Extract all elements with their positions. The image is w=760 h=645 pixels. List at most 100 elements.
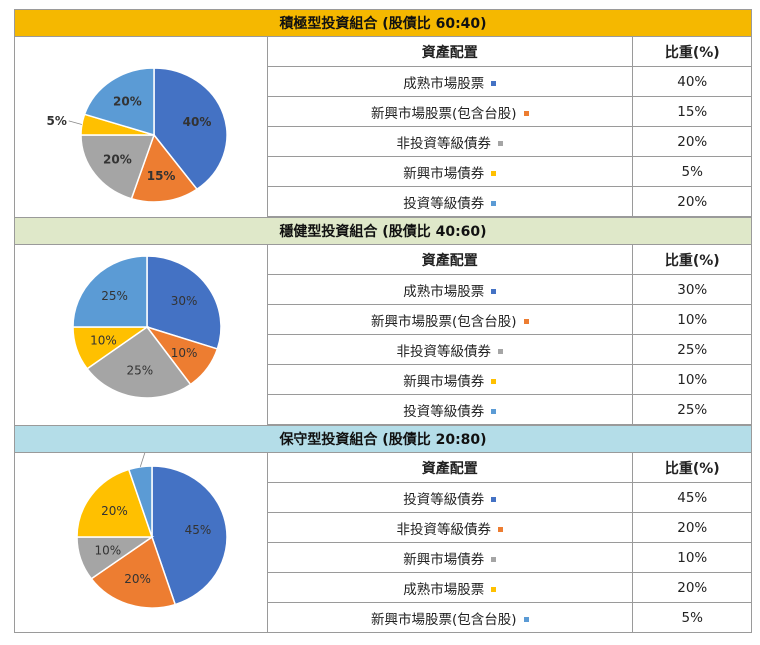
pie-slice: [83, 67, 155, 137]
portfolio-conservative: 保守型投資組合 (股債比 20:80) 45%20%10%20%5% 資產配置 …: [14, 425, 752, 633]
portfolio-balanced: 穩健型投資組合 (股債比 40:60) 30% 10% 25% 10% 25% 資產配置…: [14, 217, 752, 425]
table-header-row: 資產配置 比重(%): [268, 245, 752, 276]
asset-weight: 20%: [631, 512, 752, 544]
legend-swatch: [523, 111, 529, 117]
table-row: 成熟市場股票 40%: [268, 66, 752, 98]
table-row: 非投資等級債券 20%: [268, 126, 752, 158]
pie-data-label: 15%: [147, 169, 176, 183]
asset-name: 非投資等級債券: [396, 135, 492, 152]
asset-name: 新興市場債券: [403, 373, 485, 390]
asset-name: 新興市場債券: [403, 551, 485, 568]
leader-line: [68, 120, 83, 125]
leader-line: [139, 453, 146, 468]
asset-header: 資產配置: [268, 453, 632, 484]
asset-name: 投資等級債券: [403, 195, 485, 212]
asset-weight: 20%: [631, 126, 752, 158]
pie-data-label: 10%: [94, 544, 121, 558]
pie-slice: [146, 255, 222, 350]
allocation-table: 資產配置 比重(%) 成熟市場股票 30% 新興市場股票(包含台股) 10% 非投資…: [268, 245, 752, 425]
pie-chart-cell: 30% 10% 25% 10% 25%: [15, 245, 268, 425]
table-row: 新興市場股票(包含台股) 15%: [268, 96, 752, 128]
asset-weight: 10%: [631, 304, 752, 336]
asset-weight: 25%: [631, 394, 752, 425]
pie-data-label: 10%: [90, 334, 117, 348]
pie-data-label: 20%: [113, 94, 142, 108]
asset-weight: 45%: [631, 482, 752, 514]
portfolio-aggressive: 積極型投資組合 (股債比 60:40) 40% 15% 20% 5% 20% 資產配置 …: [14, 9, 752, 217]
portfolio-title: 保守型投資組合 (股債比 20:80): [14, 425, 752, 453]
pie-data-label: 25%: [126, 364, 153, 378]
legend-swatch: [491, 379, 497, 385]
weight-header: 比重(%): [631, 245, 752, 276]
legend-swatch: [498, 527, 503, 533]
legend-swatch: [491, 171, 497, 177]
table-row: 非投資等級債券 20%: [268, 512, 752, 544]
pie-data-label: 5%: [47, 114, 67, 128]
table-row: 新興市場債券 10%: [268, 542, 752, 574]
pie-slice: [90, 535, 177, 609]
table-row: 非投資等級債券 25%: [268, 334, 752, 366]
asset-name: 新興市場股票(包含台股): [370, 313, 517, 330]
pie-data-label: 20%: [124, 572, 151, 586]
legend-swatch: [491, 81, 497, 87]
legend-swatch: [498, 141, 503, 147]
legend-swatch: [523, 617, 529, 623]
legend-swatch: [498, 349, 503, 355]
legend-swatch: [491, 587, 497, 593]
asset-weight: 20%: [631, 572, 752, 604]
legend-swatch: [491, 497, 497, 503]
pie-slice: [130, 133, 199, 203]
asset-weight: 10%: [631, 364, 752, 396]
pie-slice: [76, 468, 154, 538]
table-row: 新興市場股票(包含台股) 10%: [268, 304, 752, 336]
weight-header: 比重(%): [631, 453, 752, 484]
table-row: 新興市場債券 10%: [268, 364, 752, 396]
pie-data-label: 20%: [103, 152, 132, 166]
portfolio-title: 積極型投資組合 (股債比 60:40): [14, 9, 752, 37]
asset-weight: 5%: [631, 602, 752, 633]
asset-header: 資產配置: [268, 245, 632, 276]
legend-swatch: [491, 557, 497, 563]
table-row: 投資等級債券 20%: [268, 186, 752, 217]
legend-swatch: [491, 289, 497, 295]
asset-weight: 30%: [631, 274, 752, 306]
pie-slice: [151, 465, 228, 606]
table-header-row: 資產配置 比重(%): [268, 453, 752, 484]
pie-slice: [86, 325, 192, 399]
pie-data-label: 45%: [185, 523, 212, 537]
pie-data-label: 30%: [171, 294, 198, 308]
pie-chart-cell: 45%20%10%20%5%: [15, 453, 268, 633]
pie-chart: 45%20%10%20%5%: [76, 453, 228, 609]
asset-name: 投資等級債券: [403, 491, 485, 508]
pie-slice: [80, 134, 156, 200]
asset-name: 成熟市場股票: [403, 581, 485, 598]
asset-weight: 15%: [631, 96, 752, 128]
allocation-table: 資產配置 比重(%) 成熟市場股票 40% 新興市場股票(包含台股) 15% 非投資…: [268, 37, 752, 217]
asset-weight: 25%: [631, 334, 752, 366]
pie-data-label: 20%: [101, 504, 128, 518]
pie-slice: [153, 67, 228, 191]
portfolio-sheet: 積極型投資組合 (股債比 60:40) 40% 15% 20% 5% 20% 資產配置 …: [14, 9, 752, 633]
asset-name: 成熟市場股票: [403, 283, 485, 300]
pie-data-label: 10%: [171, 346, 198, 360]
asset-name: 成熟市場股票: [403, 75, 485, 92]
pie-chart-cell: 40% 15% 20% 5% 20%: [15, 37, 268, 217]
table-row: 投資等級債券 45%: [268, 482, 752, 514]
legend-swatch: [491, 409, 497, 415]
asset-name: 非投資等級債券: [396, 343, 492, 360]
weight-header: 比重(%): [631, 37, 752, 68]
asset-header: 資產配置: [268, 37, 632, 68]
table-row: 投資等級債券 25%: [268, 394, 752, 425]
asset-weight: 5%: [631, 156, 752, 188]
asset-name: 新興市場債券: [403, 165, 485, 182]
legend-swatch: [523, 319, 529, 325]
pie-chart: 30% 10% 25% 10% 25%: [72, 255, 222, 399]
allocation-table: 資產配置 比重(%) 投資等級債券 45% 非投資等級債券 20% 新興市場債券 10…: [268, 453, 752, 633]
table-header-row: 資產配置 比重(%): [268, 37, 752, 68]
asset-name: 非投資等級債券: [396, 521, 492, 538]
table-row: 新興市場債券 5%: [268, 156, 752, 188]
table-row: 成熟市場股票 30%: [268, 274, 752, 306]
table-row: 成熟市場股票 20%: [268, 572, 752, 604]
portfolio-title: 穩健型投資組合 (股債比 40:60): [14, 217, 752, 245]
pie-slice: [72, 255, 148, 328]
